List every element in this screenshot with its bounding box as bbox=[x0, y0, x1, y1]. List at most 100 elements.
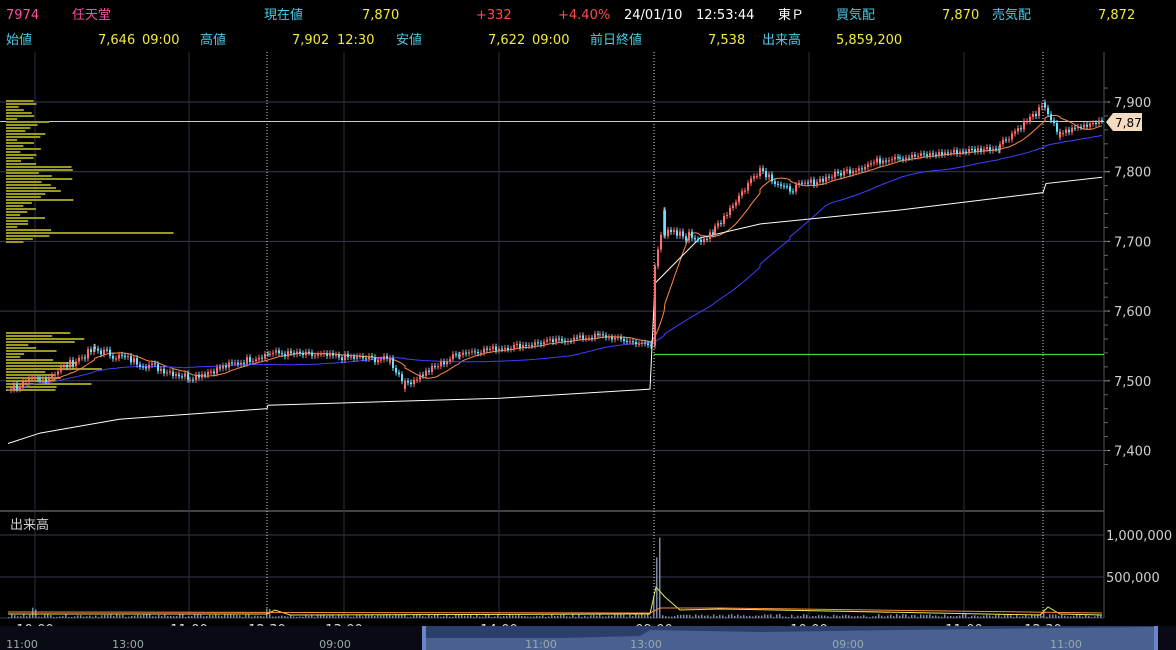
candle-body bbox=[1047, 107, 1049, 115]
candle-body bbox=[118, 354, 120, 359]
volume-profile-bar bbox=[6, 217, 45, 219]
volume-bar bbox=[104, 614, 106, 618]
volume-bar bbox=[629, 614, 631, 618]
volume-bar bbox=[392, 615, 394, 618]
volume-profile-bar bbox=[6, 190, 61, 192]
candle-body bbox=[272, 352, 274, 354]
volume-bar bbox=[383, 614, 385, 618]
candle-body bbox=[237, 362, 239, 365]
volume-bar bbox=[566, 616, 568, 618]
volume-bar bbox=[110, 614, 112, 618]
candle-body bbox=[284, 354, 286, 357]
candle-body bbox=[109, 349, 111, 356]
candle-body bbox=[462, 352, 464, 355]
volume-bar bbox=[671, 616, 673, 618]
volume-bar bbox=[503, 616, 505, 618]
volume-bar bbox=[818, 615, 820, 618]
volume-bar bbox=[737, 614, 739, 618]
open-time: 09:00 bbox=[142, 33, 180, 48]
volume-profile-bar bbox=[6, 220, 29, 222]
candle-body bbox=[172, 371, 174, 376]
candle-body bbox=[926, 154, 928, 156]
volume-profile-bar bbox=[6, 175, 52, 177]
candle-body bbox=[34, 378, 36, 380]
volume-bar bbox=[293, 616, 295, 618]
volume-bar bbox=[764, 614, 766, 618]
volume-bar bbox=[611, 615, 613, 618]
volume-bar bbox=[542, 615, 544, 618]
volume-bar bbox=[308, 616, 310, 618]
volume-profile-bar bbox=[6, 100, 34, 102]
candle-body bbox=[795, 184, 797, 192]
candle-body bbox=[332, 352, 334, 356]
candle-body bbox=[917, 155, 919, 157]
volume-bar bbox=[377, 615, 379, 618]
volume-bar bbox=[521, 615, 523, 618]
volume-bar bbox=[404, 614, 406, 618]
quote-date: 24/01/10 bbox=[624, 8, 683, 23]
candle-body bbox=[879, 158, 881, 164]
volume-bar bbox=[1094, 616, 1096, 618]
volume-bar bbox=[563, 614, 565, 618]
volume-bar bbox=[704, 615, 706, 618]
volume-bar bbox=[977, 616, 979, 618]
candle-body bbox=[130, 356, 132, 363]
stock-code[interactable]: 7974 bbox=[6, 8, 40, 23]
volume-profile-bar bbox=[6, 368, 102, 370]
volume-bar bbox=[479, 616, 481, 618]
candle-body bbox=[198, 374, 200, 378]
candle-body bbox=[549, 339, 551, 341]
volume-bar bbox=[20, 616, 22, 618]
candle-body bbox=[813, 179, 815, 185]
volume-profile-bar bbox=[6, 187, 57, 189]
candle-body bbox=[831, 177, 833, 179]
volume-bar bbox=[800, 616, 802, 618]
candle-body bbox=[178, 374, 180, 377]
candle-body bbox=[995, 148, 997, 150]
candle-body bbox=[386, 356, 388, 359]
candle-body bbox=[712, 232, 714, 235]
candle-body bbox=[709, 232, 711, 240]
volume-bar bbox=[515, 615, 517, 618]
candle-body bbox=[638, 343, 640, 345]
candle-body bbox=[317, 354, 319, 356]
volume-bar bbox=[584, 615, 586, 618]
candle-body bbox=[929, 153, 931, 156]
candle-body bbox=[573, 337, 575, 342]
intraday-chart[interactable]: 7,900 7,800 7,700 7,600 7,500 7,400 1,000,000… bbox=[0, 52, 1176, 650]
volume-bar bbox=[884, 616, 886, 618]
candle-body bbox=[1089, 123, 1091, 127]
volume-bar bbox=[779, 614, 781, 618]
candle-body bbox=[446, 361, 448, 365]
ask-value: 7,872 bbox=[1098, 8, 1136, 23]
candle-body bbox=[920, 153, 922, 156]
overview-scroller[interactable]: 11:00 13:00 09:00 11:00 13:00 09:00 11:00 bbox=[0, 626, 1176, 650]
candle-body bbox=[561, 338, 563, 341]
volume-bar bbox=[299, 616, 301, 618]
volume-bar bbox=[77, 615, 79, 618]
session-separator-lines bbox=[0, 52, 1104, 618]
volume-label: 出来高 bbox=[762, 33, 802, 48]
price-tag-text: 7,872.0 bbox=[1115, 116, 1161, 130]
candle-body bbox=[356, 356, 358, 359]
volume-bar bbox=[332, 615, 334, 618]
candle-body bbox=[69, 359, 71, 368]
volume-profile-bar bbox=[6, 229, 52, 231]
candle-body bbox=[902, 158, 904, 160]
candle-body bbox=[1035, 113, 1037, 117]
candle-body bbox=[440, 361, 442, 367]
open-label: 始値 bbox=[6, 33, 33, 48]
candle-body bbox=[834, 171, 836, 178]
volume-profile-bar bbox=[6, 163, 37, 165]
volume-bar bbox=[959, 615, 961, 618]
candle-body bbox=[368, 356, 370, 359]
market-name: 東Ｐ bbox=[778, 8, 805, 23]
candle-body bbox=[106, 349, 108, 351]
candle-body bbox=[846, 169, 848, 171]
candle-body bbox=[1020, 128, 1022, 130]
volume-bar bbox=[353, 616, 355, 618]
candle-body bbox=[1038, 107, 1040, 117]
stock-name[interactable]: 任天堂 bbox=[72, 8, 112, 23]
volume-bar bbox=[428, 614, 430, 618]
volume-bar bbox=[407, 616, 409, 618]
